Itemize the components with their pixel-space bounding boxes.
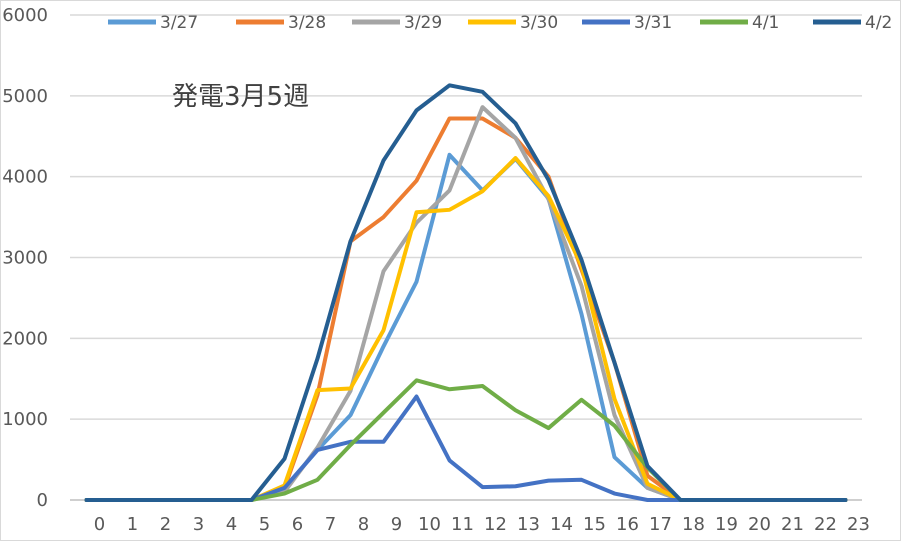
x-tick-label: 21 [781,514,804,535]
x-tick-label: 10 [418,514,441,535]
legend-item: 4/1 [700,13,779,33]
legend-label: 3/28 [288,13,326,33]
y-tick-label: 1000 [2,409,48,430]
x-tick-label: 23 [847,514,870,535]
x-tick-label: 9 [391,514,402,535]
x-tick-label: 0 [94,514,105,535]
x-tick-label: 14 [550,514,573,535]
x-tick-label: 4 [226,514,237,535]
gridlines [70,14,862,420]
x-tick-label: 3 [193,514,204,535]
legend-item: 4/2 [813,13,892,33]
legend-item: 3/27 [108,13,198,33]
x-tick-label: 15 [583,514,606,535]
x-tick-label: 7 [325,514,336,535]
x-tick-label: 22 [814,514,837,535]
legend: 3/27 3/28 3/29 3/30 3/31 4/1 4/2 [108,13,892,33]
x-tick-label: 18 [682,514,705,535]
y-tick-label: 4000 [2,167,48,188]
legend-item: 3/29 [352,13,442,33]
x-tick-label: 5 [259,514,270,535]
series-line-4-2 [84,83,848,502]
x-tick-label: 13 [517,514,540,535]
legend-label: 3/31 [634,13,672,33]
legend-label: 3/27 [160,13,198,33]
series-lines [84,83,848,502]
y-tick-label: 0 [37,490,48,511]
x-tick-label: 20 [748,514,771,535]
chart-title: 発電3月5週 [172,82,309,112]
x-tick-label: 19 [715,514,738,535]
x-tick-label: 17 [649,514,672,535]
legend-item: 3/28 [236,13,326,33]
x-tick-label: 12 [484,514,507,535]
legend-label: 4/2 [865,13,892,33]
y-tick-label: 3000 [2,248,48,269]
x-tick-label: 11 [451,514,474,535]
x-tick-label: 8 [358,514,369,535]
legend-label: 3/30 [520,13,558,33]
legend-label: 4/1 [752,13,779,33]
y-tick-label: 6000 [2,5,48,26]
legend-item: 3/31 [582,13,672,33]
y-axis-tick-labels: 0 1000 2000 3000 4000 5000 6000 [2,5,48,511]
legend-label: 3/29 [404,13,442,33]
x-tick-label: 6 [292,514,303,535]
y-tick-label: 5000 [2,86,48,107]
x-axis-tick-labels: 0 1 2 3 4 5 6 7 8 9 10 11 12 13 14 15 16 17 18 19 20 21 22 23 [94,514,870,535]
legend-item: 3/30 [468,13,558,33]
x-tick-label: 1 [127,514,138,535]
y-tick-label: 2000 [2,328,48,349]
x-tick-label: 16 [616,514,639,535]
x-tick-label: 2 [160,514,171,535]
